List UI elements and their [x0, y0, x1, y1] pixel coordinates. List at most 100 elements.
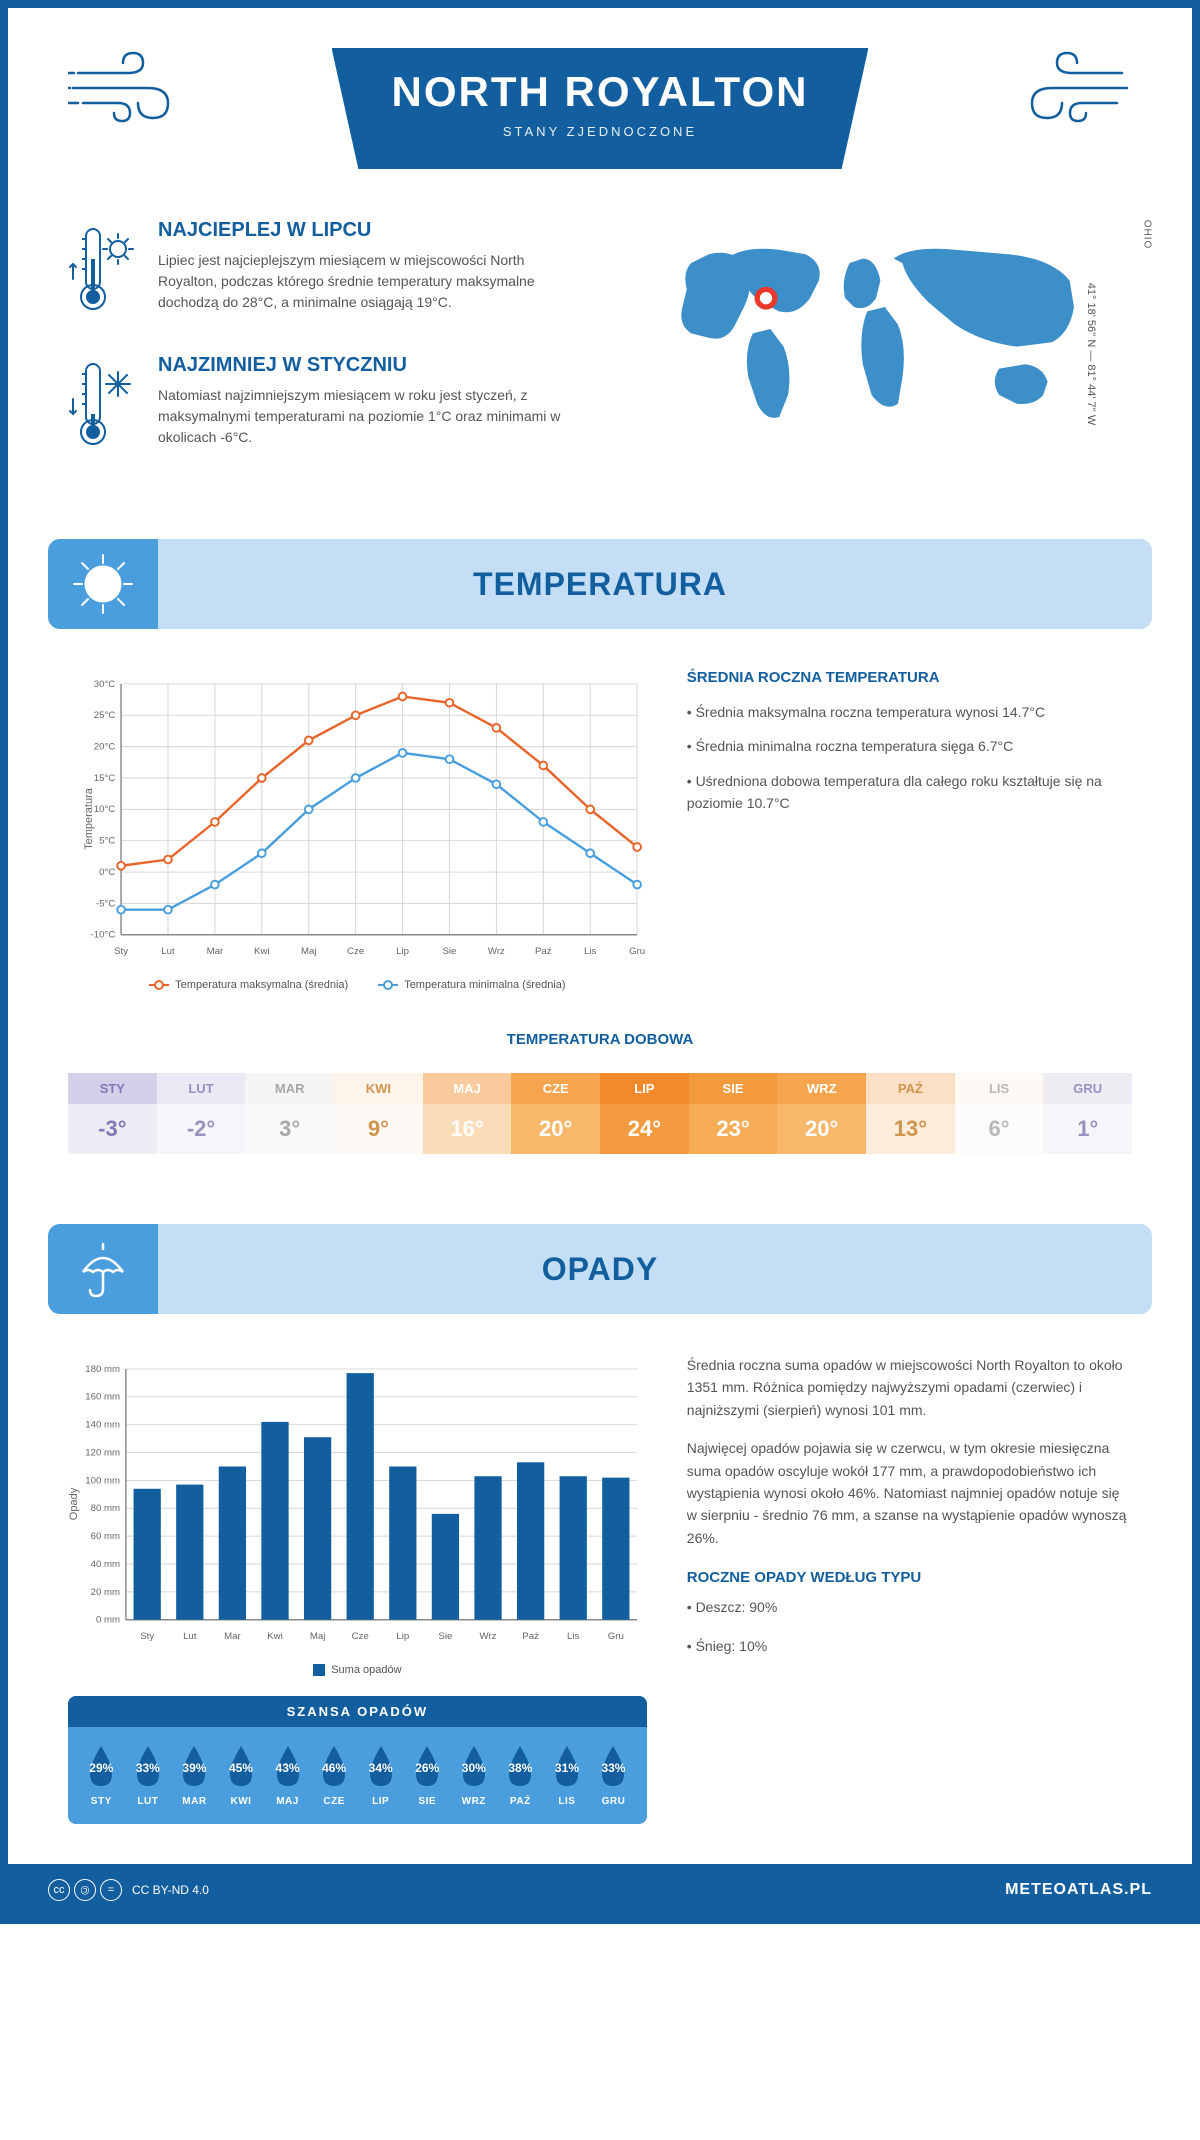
temperature-title: TEMPERATURA [48, 566, 1152, 603]
chance-drop: 29%STY [78, 1742, 125, 1807]
temp-table-cell: SIE23° [689, 1063, 778, 1164]
svg-text:60 mm: 60 mm [91, 1531, 120, 1542]
svg-text:Lip: Lip [396, 1631, 409, 1642]
svg-text:Sie: Sie [443, 946, 457, 957]
thermometer-hot-icon [68, 219, 138, 324]
temp-bullet: • Uśredniona dobowa temperatura dla całe… [687, 770, 1132, 815]
svg-text:Paź: Paź [535, 946, 552, 957]
coldest-title: NAJZIMNIEJ W STYCZNIU [158, 354, 580, 377]
hottest-block: NAJCIEPLEJ W LIPCU Lipiec jest najcieple… [68, 219, 580, 324]
svg-text:Lis: Lis [567, 1631, 579, 1642]
svg-text:-5°C: -5°C [96, 898, 115, 909]
svg-text:Mar: Mar [224, 1631, 241, 1642]
temp-table-cell: PAŹ13° [866, 1063, 955, 1164]
temp-y-label: Temperatura [83, 788, 95, 850]
temp-bullet: • Średnia minimalna roczna temperatura s… [687, 735, 1132, 757]
chance-drop: 33%GRU [590, 1742, 637, 1807]
temp-bullet: • Średnia maksymalna roczna temperatura … [687, 701, 1132, 723]
svg-text:180 mm: 180 mm [85, 1364, 120, 1375]
temp-table-cell: GRU1° [1043, 1063, 1132, 1164]
svg-text:Sie: Sie [438, 1631, 452, 1642]
chance-title: SZANSA OPADÓW [68, 1696, 647, 1727]
svg-text:Lip: Lip [396, 946, 409, 957]
svg-text:Mar: Mar [207, 946, 224, 957]
temperature-line-chart: Temperatura -10°C-5°C0°C5°C10°C15°C20°C2… [68, 669, 647, 969]
temp-table-cell: WRZ20° [777, 1063, 866, 1164]
svg-text:20 mm: 20 mm [91, 1587, 120, 1598]
svg-text:40 mm: 40 mm [91, 1559, 120, 1570]
chance-drop: 31%LIS [544, 1742, 591, 1807]
temp-table-cell: MAJ16° [423, 1063, 512, 1164]
svg-text:Gru: Gru [629, 946, 645, 957]
svg-text:0 mm: 0 mm [96, 1615, 120, 1626]
svg-text:Sty: Sty [114, 946, 128, 957]
chance-drop: 33%LUT [125, 1742, 172, 1807]
svg-text:Wrz: Wrz [488, 946, 505, 957]
svg-text:160 mm: 160 mm [85, 1392, 120, 1403]
page-title: NORTH ROYALTON [392, 68, 809, 116]
temp-table-cell: KWI9° [334, 1063, 423, 1164]
precipitation-header: OPADY [48, 1224, 1152, 1314]
temp-chart-legend: Temperatura maksymalna (średnia) Temperat… [68, 979, 647, 991]
svg-text:120 mm: 120 mm [85, 1447, 120, 1458]
legend-item: Temperatura minimalna (średnia) [378, 979, 565, 991]
intro-section: NAJCIEPLEJ W LIPCU Lipiec jest najcieple… [8, 189, 1192, 519]
sun-icon [48, 539, 158, 629]
daily-temp-title: TEMPERATURA DOBOWA [68, 1031, 1132, 1048]
svg-text:0°C: 0°C [99, 867, 115, 878]
svg-text:Cze: Cze [347, 946, 364, 957]
precipitation-bar-chart: Opady 0 mm20 mm40 mm60 mm80 mm100 mm120 … [68, 1354, 647, 1654]
temp-table-cell: CZE20° [511, 1063, 600, 1164]
svg-text:15°C: 15°C [94, 773, 116, 784]
svg-text:Maj: Maj [310, 1631, 326, 1642]
coldest-block: NAJZIMNIEJ W STYCZNIU Natomiast najzimni… [68, 354, 580, 459]
title-banner: NORTH ROYALTON STANY ZJEDNOCZONE [332, 48, 869, 169]
region-label: OHIO [1142, 220, 1153, 250]
svg-text:Kwi: Kwi [267, 1631, 283, 1642]
precip-legend-label: Suma opadów [331, 1664, 401, 1676]
coldest-text: Natomiast najzimniejszym miesiącem w rok… [158, 385, 580, 448]
svg-text:30°C: 30°C [94, 679, 116, 690]
umbrella-icon [48, 1224, 158, 1314]
temp-table-cell: LIS6° [955, 1063, 1044, 1164]
chance-drop: 34%LIP [357, 1742, 404, 1807]
precip-chart-legend: Suma opadów [68, 1664, 647, 1676]
svg-text:Maj: Maj [301, 946, 317, 957]
svg-text:Kwi: Kwi [254, 946, 270, 957]
hottest-text: Lipiec jest najcieplejszym miesiącem w m… [158, 250, 580, 313]
svg-text:Sty: Sty [140, 1631, 154, 1642]
site-name: METEOATLAS.PL [1005, 1881, 1152, 1899]
svg-text:80 mm: 80 mm [91, 1503, 120, 1514]
svg-text:25°C: 25°C [94, 710, 116, 721]
svg-text:Paź: Paź [522, 1631, 539, 1642]
temp-table-cell: LIP24° [600, 1063, 689, 1164]
thermometer-cold-icon [68, 354, 138, 459]
temperature-info: ŚREDNIA ROCZNA TEMPERATURA • Średnia mak… [687, 669, 1132, 991]
chance-drop: 39%MAR [171, 1742, 218, 1807]
temp-table-cell: STY-3° [68, 1063, 157, 1164]
svg-text:5°C: 5°C [99, 836, 115, 847]
svg-text:Gru: Gru [608, 1631, 624, 1642]
coordinates: 41° 18' 56'' N — 81° 44' 7'' W [1085, 283, 1097, 425]
temp-table-cell: MAR3° [245, 1063, 334, 1164]
svg-text:Lut: Lut [161, 946, 175, 957]
temperature-header: TEMPERATURA [48, 539, 1152, 629]
svg-text:Wrz: Wrz [480, 1631, 497, 1642]
precip-y-label: Opady [68, 1488, 80, 1520]
svg-text:Lis: Lis [584, 946, 596, 957]
page-subtitle: STANY ZJEDNOCZONE [392, 124, 809, 139]
precip-text-2: Najwięcej opadów pojawia się w czerwcu, … [687, 1437, 1132, 1549]
chance-drop: 26%SIE [404, 1742, 451, 1807]
footer: cc 🄯 = CC BY-ND 4.0 METEOATLAS.PL [8, 1864, 1192, 1916]
cc-icons: cc 🄯 = [48, 1879, 122, 1901]
temp-info-title: ŚREDNIA ROCZNA TEMPERATURA [687, 669, 1132, 686]
chance-drop: 46%CZE [311, 1742, 358, 1807]
daily-temp-table: STY-3°LUT-2°MAR3°KWI9°MAJ16°CZE20°LIP24°… [68, 1063, 1132, 1164]
chance-drop: 43%MAJ [264, 1742, 311, 1807]
temp-table-cell: LUT-2° [157, 1063, 246, 1164]
svg-text:10°C: 10°C [94, 804, 116, 815]
wind-icon-right [1012, 48, 1132, 128]
legend-item: Temperatura maksymalna (średnia) [149, 979, 348, 991]
precipitation-chance-panel: SZANSA OPADÓW 29%STY33%LUT39%MAR45%KWI43… [68, 1696, 647, 1824]
world-map [620, 219, 1132, 444]
